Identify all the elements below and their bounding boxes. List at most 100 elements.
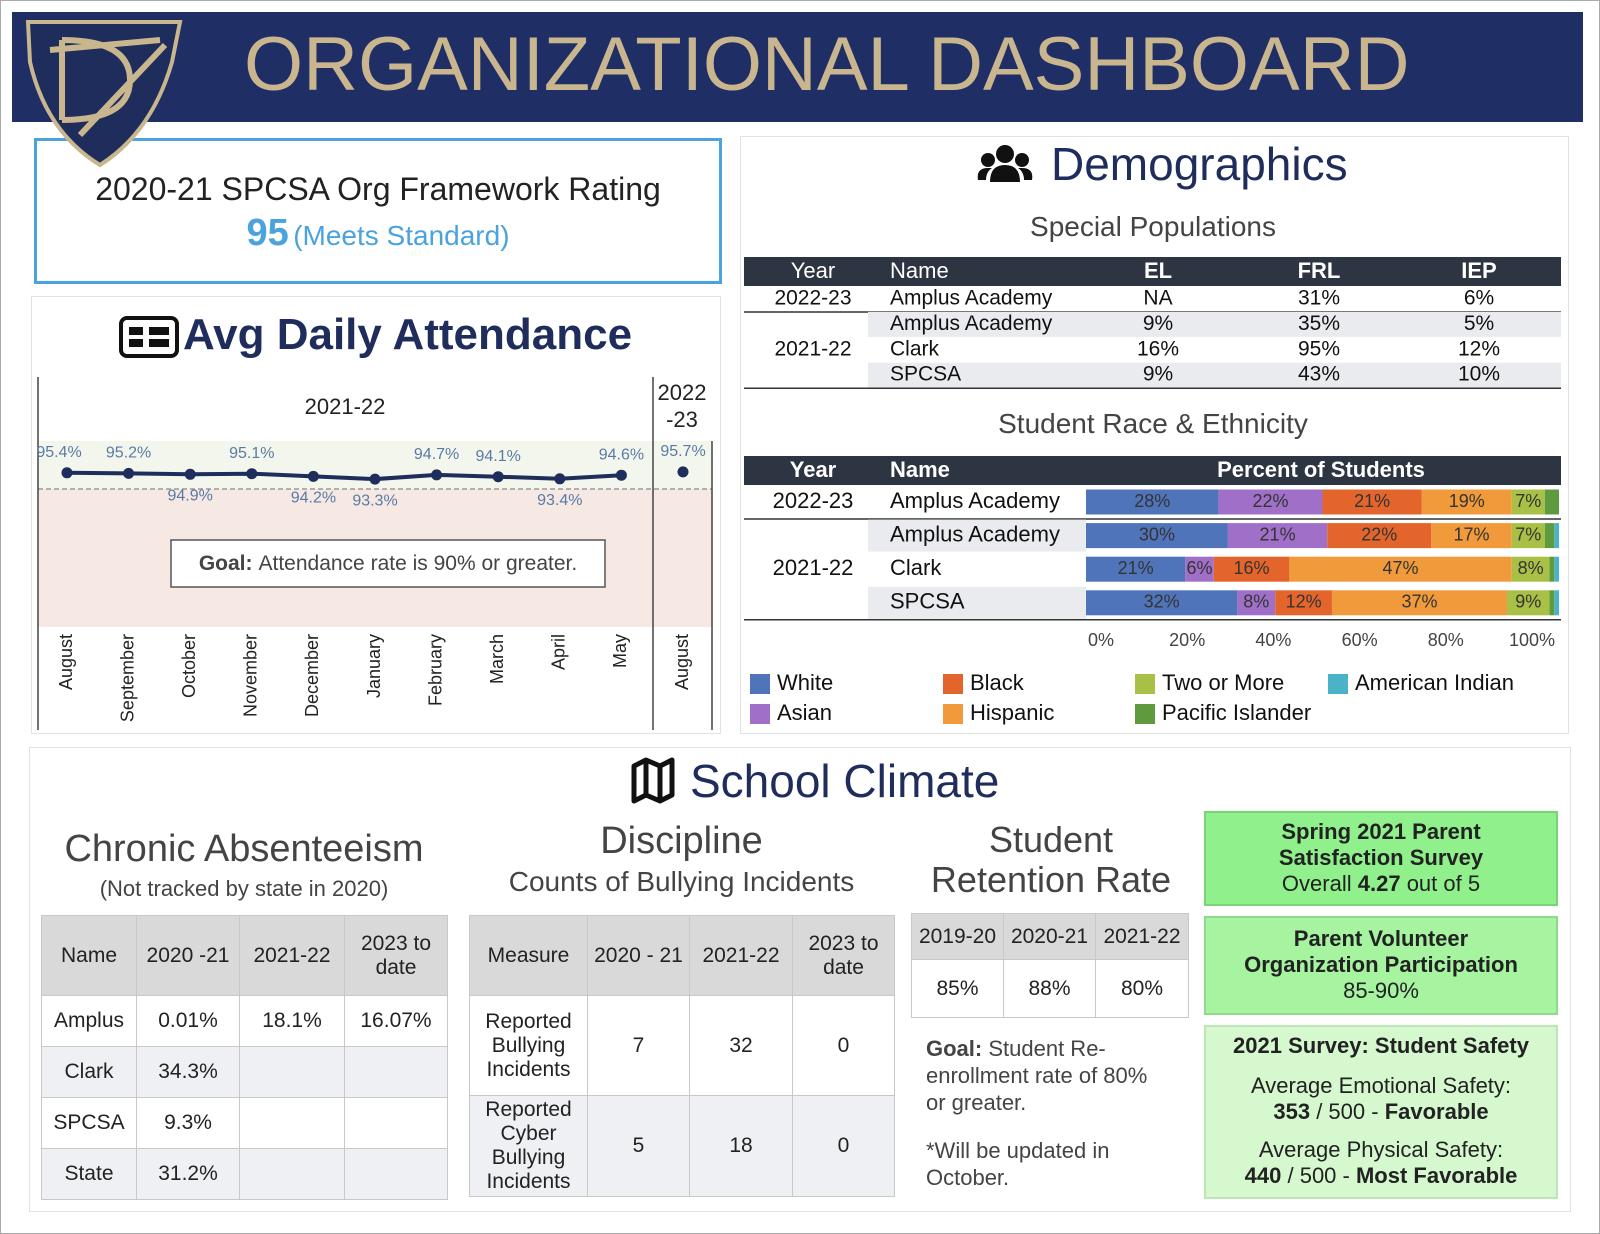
x-tick-label: December	[302, 634, 322, 717]
header-row: 2019-20 2020-21 2021-22	[911, 913, 1189, 960]
data-label: 6%	[1187, 558, 1213, 578]
table-header	[744, 257, 1561, 286]
y-tick-label: SPCSA	[890, 589, 965, 614]
header-bar	[12, 12, 1583, 122]
table-cell: 9.3%	[136, 1097, 240, 1149]
table-cell: 18	[689, 1095, 793, 1197]
table-row: Reported Cyber Bullying Incidents 5 18 0	[469, 1095, 895, 1197]
discipline-subtitle: Counts of Bullying Incidents	[508, 866, 855, 897]
table-cell: Reported Bullying Incidents	[469, 995, 588, 1096]
id-card-icon	[119, 316, 179, 358]
volunteer-value: 85-90%	[1343, 978, 1419, 1003]
column-header: Percent of Students	[1217, 457, 1425, 482]
table-cell: 88%	[1003, 959, 1096, 1018]
table-cell: 35%	[1298, 312, 1340, 335]
data-label: 94.7%	[414, 446, 459, 463]
table-cell: 9%	[1143, 363, 1173, 386]
parent-survey-prefix: Overall	[1281, 871, 1352, 896]
volunteer-box: Parent Volunteer Organization Participat…	[1204, 916, 1558, 1015]
goal-text: Goal: Attendance rate is 90% or greater.	[199, 552, 577, 575]
period-label: 2021-22	[305, 394, 386, 419]
legend-swatch	[1328, 674, 1348, 694]
bar-segment	[1185, 556, 1214, 582]
y-tick-label: Amplus Academy	[890, 488, 1060, 513]
x-tick-label: September	[117, 634, 137, 722]
x-tick-label: May	[610, 634, 630, 668]
table-cell: 10%	[1458, 363, 1500, 386]
table-cell: State	[41, 1148, 137, 1200]
period-label: 2022	[658, 380, 707, 405]
period-label: -23	[666, 407, 698, 432]
data-label: 95.7%	[660, 443, 705, 460]
data-label: 21%	[1260, 524, 1296, 544]
row-stripe	[868, 519, 1086, 552]
safety-score: 353	[1273, 1099, 1311, 1124]
table-header	[744, 456, 1561, 485]
volunteer-title: Parent Volunteer Organization Participat…	[1244, 926, 1518, 977]
people-icon	[977, 145, 1033, 182]
table-cell: Clark	[890, 337, 940, 360]
table-cell: 16.07%	[344, 995, 448, 1047]
data-label: 30%	[1139, 524, 1175, 544]
x-tick-label: March	[487, 634, 507, 684]
data-table: 2019-20 2020-21 2021-22 85% 88% 80%	[911, 913, 1189, 1018]
special-title: Special Populations	[1030, 211, 1276, 242]
demographics-title: Demographics	[1051, 138, 1348, 190]
bar-segment	[1554, 523, 1559, 549]
table-cell	[344, 1097, 448, 1149]
safety-item: Average Physical Safety:	[1258, 1137, 1504, 1162]
logo-monogram	[49, 37, 168, 138]
table-cell: SPCSA	[890, 363, 961, 386]
icon-shape	[149, 339, 169, 347]
safety-box: 2021 Survey: Student Safety Average Emot…	[1204, 1025, 1558, 1199]
table-cell: 34.3%	[136, 1046, 240, 1098]
rating-panel: 2020-21 SPCSA Org Framework Rating 95 (M…	[34, 138, 722, 284]
column-header: 2021-22	[239, 915, 345, 996]
goal-box	[170, 539, 606, 588]
header-row: Name 2020 -21 2021-22 2023 to date	[41, 915, 448, 996]
attendance-point	[307, 470, 319, 482]
legend-swatch	[943, 704, 963, 724]
icon-shape	[996, 145, 1014, 163]
attendance-line	[66, 470, 622, 482]
attendance-point	[123, 467, 135, 479]
rating-title: 2020-21 SPCSA Org Framework Rating	[95, 171, 661, 207]
column-header: Name	[890, 457, 950, 482]
table-cell: 32	[689, 995, 793, 1096]
data-label: 7%	[1515, 491, 1541, 511]
column-header: Year	[790, 457, 837, 482]
attendance-point	[61, 467, 73, 479]
legend-swatch	[1135, 674, 1155, 694]
legend-label: Two or More	[1162, 670, 1284, 695]
group-year: 2022-23	[773, 488, 854, 513]
data-label: 9%	[1515, 592, 1541, 612]
legend-label: Pacific Islander	[1162, 700, 1311, 725]
bar-segment	[1331, 590, 1507, 616]
safety-score-line: 353 / 500 - Favorable	[1206, 1099, 1556, 1125]
column-header: Measure	[469, 915, 588, 996]
x-tick-label: April	[549, 634, 569, 670]
data-label: 37%	[1401, 592, 1437, 612]
icon-shape	[129, 339, 143, 347]
bar-segment	[1086, 523, 1228, 549]
bar-segment	[1544, 489, 1559, 515]
group-year: 2022-23	[774, 287, 851, 310]
legend-swatch	[750, 674, 770, 694]
rating-status: (Meets Standard)	[293, 220, 510, 251]
table-cell	[344, 1148, 448, 1200]
climate-title: School Climate	[690, 755, 1000, 807]
absenteeism-subtitle: (Not tracked by state in 2020)	[99, 876, 389, 901]
table-cell: 43%	[1298, 363, 1340, 386]
bar-segment	[1086, 489, 1219, 515]
legend-label: Black	[970, 670, 1025, 695]
absenteeism-title: Chronic Absenteeism	[64, 828, 424, 870]
table-cell: 85%	[911, 959, 1004, 1018]
table-cell: 0	[792, 1095, 895, 1197]
table-cell: 9%	[1143, 312, 1173, 335]
table-cell: Clark	[41, 1046, 137, 1098]
data-label: 94.1%	[476, 448, 521, 465]
demographics-panel	[740, 136, 1569, 734]
column-header: IEP	[1461, 258, 1496, 283]
